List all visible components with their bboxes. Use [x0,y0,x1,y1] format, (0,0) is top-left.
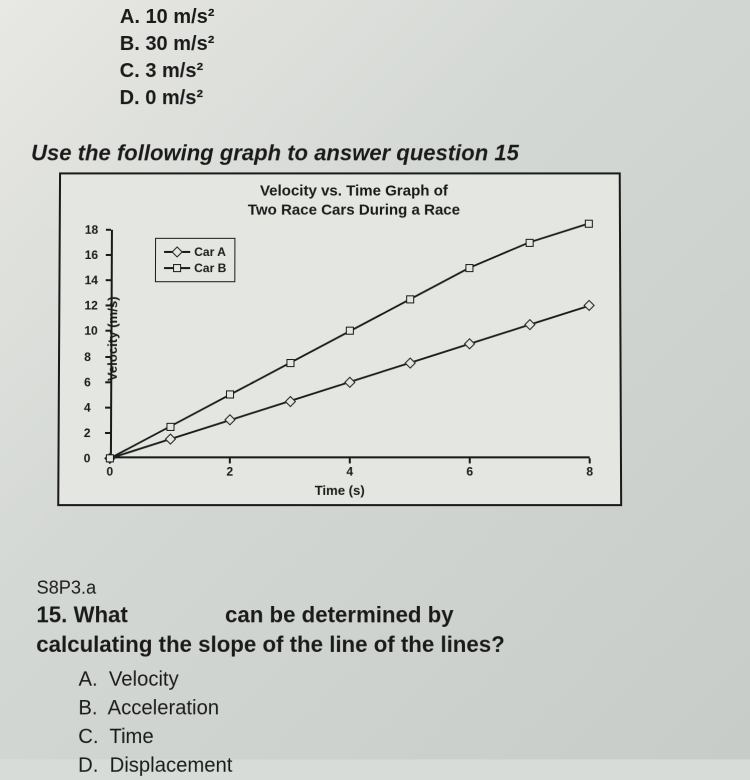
chart-title-line2: Two Race Cars During a Race [109,201,599,220]
question-stem-3: calculating the slope of the line of the… [36,631,505,657]
choice-d: D. 0 m/s² [120,85,711,112]
q15-choice-c: C. Time [78,723,714,752]
square-icon [173,264,181,272]
y-tick-label: 10 [84,324,98,338]
choice-letter: B. [78,697,97,720]
y-tick-label: 0 [84,451,91,465]
q15-choice-a: A. Velocity [78,665,714,694]
square-marker [406,295,414,303]
square-marker [226,391,234,399]
square-marker [166,422,174,430]
choice-text: Acceleration [108,697,220,720]
y-tick-label: 2 [84,426,91,440]
chart-title: Velocity vs. Time Graph of Two Race Cars… [109,182,599,220]
x-tick-label: 4 [346,464,353,478]
q15-choice-d: D. Displacement [78,751,715,780]
q15-choices: A. Velocity B. Acceleration C. Time D. D… [35,665,714,780]
choice-letter: B. [120,33,140,55]
legend-label: Car B [194,261,226,275]
choice-c: C. 3 m/s² [120,58,711,85]
velocity-time-chart: Velocity vs. Time Graph of Two Race Cars… [57,172,622,506]
question-stem-2: can be determined by [225,602,454,628]
y-tick-label: 18 [85,223,98,237]
y-tick-label: 14 [85,273,98,287]
choice-letter: C. [120,60,140,82]
x-tick-label: 2 [226,464,233,478]
chart-legend: Car A Car B [155,238,236,282]
choice-letter: C. [78,726,98,749]
choice-b: B. 30 m/s² [120,31,711,58]
square-marker [346,327,354,335]
plot-area: 02468101214161802468 Car A Car B [110,230,590,459]
square-marker [106,454,114,462]
choice-text: Velocity [109,668,179,691]
choice-letter: D. [78,755,98,778]
question-number: 15. [36,602,67,628]
x-axis-label: Time (s) [315,483,365,498]
x-tick-label: 8 [586,464,593,478]
x-tick-label: 6 [466,464,473,478]
y-tick-label: 16 [85,248,98,262]
choice-text: 30 m/s² [145,33,214,55]
legend-car-b: Car B [164,261,226,275]
diamond-icon [171,246,182,257]
choice-text: 3 m/s² [145,60,203,82]
q15-choice-b: B. Acceleration [78,694,714,723]
graph-instruction: Use the following graph to answer questi… [31,140,711,166]
prev-question-choices: A. 10 m/s² B. 30 m/s² C. 3 m/s² D. 0 m/s… [39,0,710,112]
choice-text: Time [109,726,153,749]
choice-text: Displacement [110,755,233,778]
choice-text: 10 m/s² [145,6,214,28]
choice-letter: A. [78,668,97,691]
square-marker [585,219,593,227]
square-marker [465,264,473,272]
y-tick-label: 4 [84,400,91,414]
legend-car-a: Car A [164,245,226,259]
choice-letter: D. [120,87,140,109]
choice-a: A. 10 m/s² [120,4,710,31]
y-tick-label: 6 [84,375,91,389]
question-stem-1: What [73,602,127,628]
choice-letter: A. [120,6,140,28]
standard-code: S8P3.a [36,577,713,598]
y-tick-label: 12 [84,299,98,313]
worksheet-page: A. 10 m/s² B. 30 m/s² C. 3 m/s² D. 0 m/s… [0,0,750,759]
y-tick-label: 8 [84,349,91,363]
chart-title-line1: Velocity vs. Time Graph of [109,182,599,201]
question-15: 15. What can be determined by calculatin… [36,601,714,659]
legend-label: Car A [194,245,226,259]
x-tick-label: 0 [106,464,113,478]
choice-text: 0 m/s² [145,87,203,109]
square-marker [525,238,533,246]
square-marker [286,359,294,367]
